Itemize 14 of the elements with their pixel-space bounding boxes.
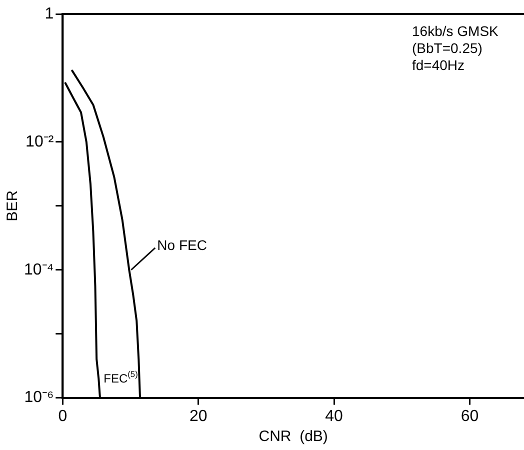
x-tick-label: 0: [58, 408, 68, 425]
x-tick-label: 40: [325, 408, 344, 425]
annotation: No FEC: [157, 236, 207, 253]
y-tick-label: 10⁻⁴: [24, 261, 54, 278]
y-tick-label: 10⁻²: [26, 133, 54, 150]
annotation: fd=40Hz: [412, 57, 465, 73]
x-tick-label: 60: [460, 408, 479, 425]
x-axis-title: CNR (dB): [258, 428, 328, 446]
annotation: (BbT=0.25): [412, 40, 482, 56]
annotation: 16kb/s GMSK: [412, 23, 500, 39]
y-axis-title: BER: [4, 190, 22, 222]
y-tick-label: 1: [44, 5, 54, 22]
y-tick-label: 10⁻⁶: [24, 389, 54, 406]
x-tick-label: 20: [189, 408, 208, 425]
